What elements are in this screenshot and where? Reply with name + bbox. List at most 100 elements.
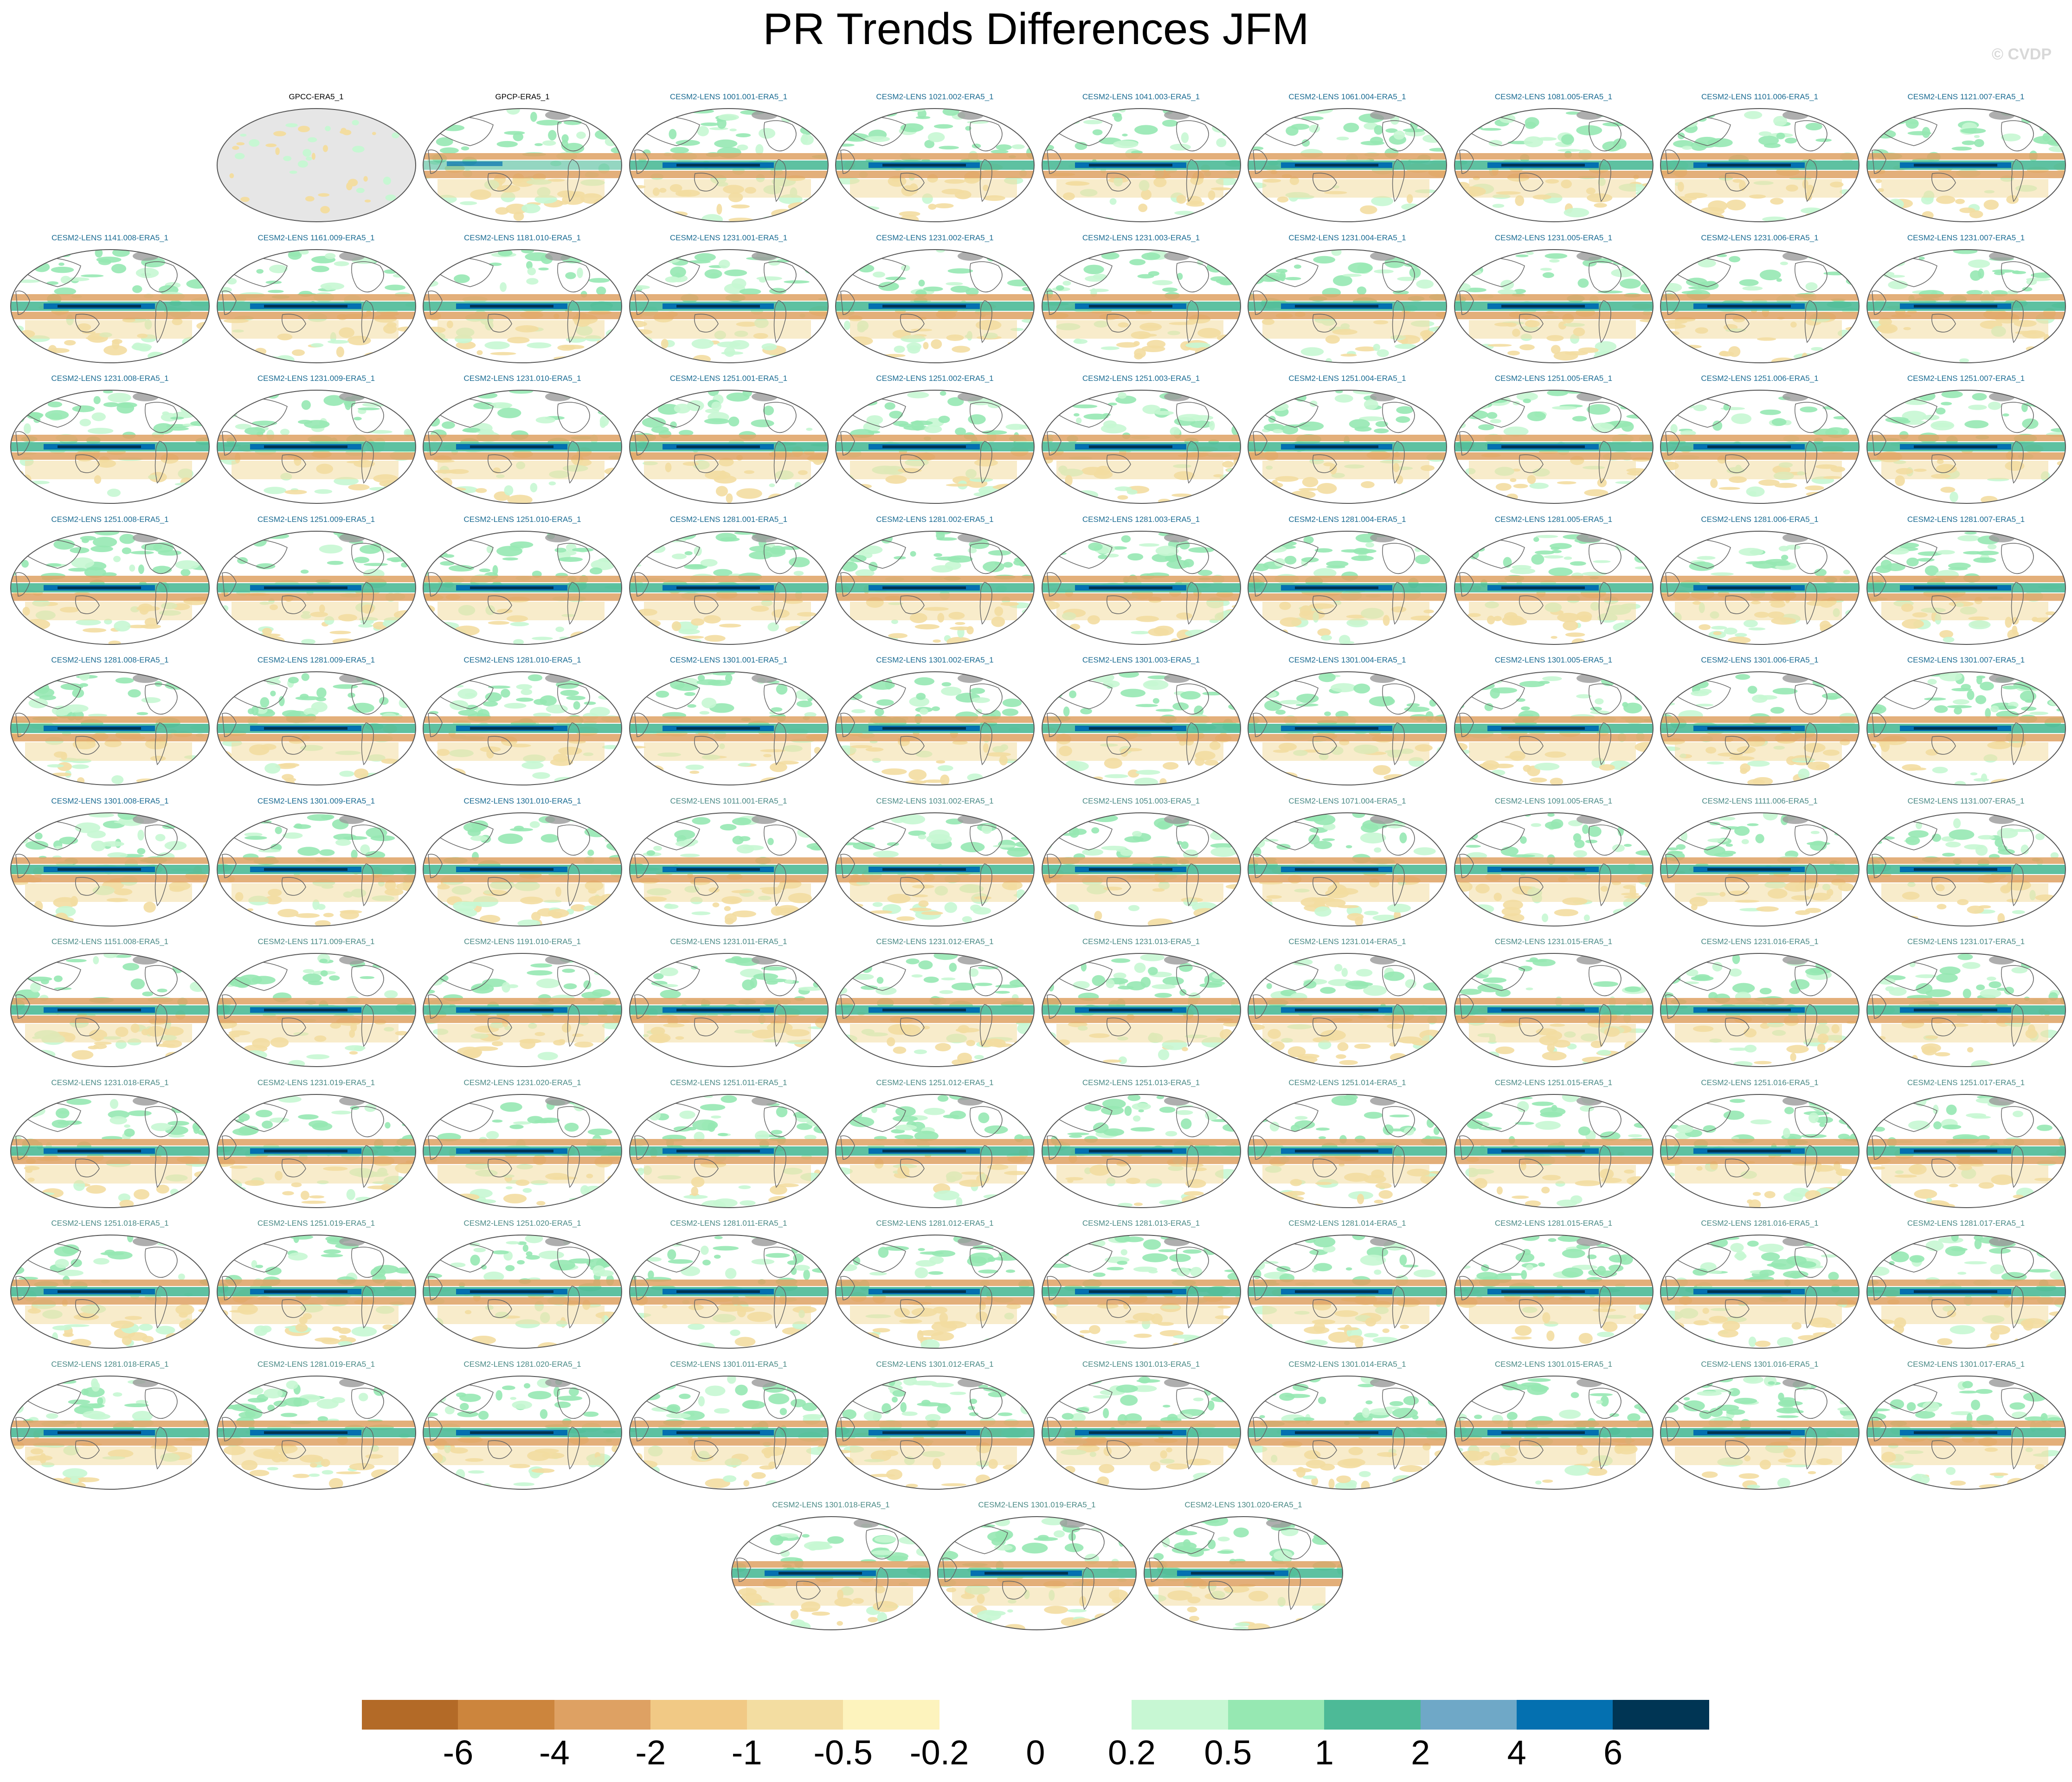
trend-patch	[1487, 343, 1512, 347]
trend-patch	[270, 690, 276, 696]
trend-patch	[1888, 776, 1909, 784]
coastline	[1382, 120, 1415, 152]
trend-patch	[498, 833, 523, 844]
trend-patch	[1747, 686, 1757, 694]
trend-patch	[323, 395, 344, 406]
panel-title: CESM2-LENS 1181.010-ERA5_1	[464, 233, 581, 242]
trend-patch	[11, 251, 22, 257]
trend-patch	[443, 109, 450, 116]
trend-patch	[1138, 203, 1147, 212]
dry-band-south	[1866, 171, 2066, 178]
coastline	[1665, 149, 1680, 174]
trend-patch	[103, 402, 119, 407]
trend-patch	[1195, 347, 1210, 357]
pacific-wet-core-max	[1088, 586, 1172, 589]
trend-patch	[403, 824, 415, 836]
trend-patch	[492, 565, 498, 575]
land-cell	[317, 193, 329, 197]
trend-patch	[720, 823, 737, 830]
trend-patch	[1272, 480, 1278, 484]
dry-band-south	[836, 593, 1034, 601]
trend-patch	[946, 483, 972, 487]
trend-patch	[1256, 112, 1275, 119]
trend-patch	[1885, 547, 1909, 554]
trend-patch	[1626, 534, 1648, 543]
trend-patch	[554, 777, 578, 784]
trend-patch	[335, 839, 351, 846]
global-map	[1454, 108, 1654, 222]
trend-patch	[71, 764, 89, 769]
trend-patch	[1811, 347, 1823, 351]
south-dry-area	[1675, 883, 1842, 902]
map-panel: CESM2-LENS 1101.006-ERA5_1	[1656, 90, 1863, 229]
trend-patch	[396, 348, 416, 354]
trend-patch	[1758, 135, 1779, 146]
trend-patch	[1587, 825, 1602, 837]
trend-patch	[1948, 562, 1971, 569]
trend-patch	[1697, 555, 1716, 560]
trend-patch	[1676, 844, 1686, 850]
trend-patch	[1624, 203, 1647, 214]
coastline	[2001, 261, 2034, 292]
trend-patch	[1404, 109, 1418, 118]
trend-patch	[2020, 691, 2036, 702]
trend-patch	[1212, 827, 1224, 836]
map-panel: CESM2-LENS 1251.007-ERA5_1	[1863, 372, 2070, 511]
trend-patch	[1875, 120, 1889, 128]
trend-patch	[1514, 195, 1524, 206]
dry-band-north	[836, 153, 1034, 160]
trend-patch	[1414, 819, 1436, 825]
global-map	[1660, 530, 1860, 645]
south-dry-area	[1675, 461, 1842, 479]
trend-patch	[1699, 688, 1712, 694]
trend-patch	[1935, 407, 1945, 415]
global-map	[1660, 812, 1860, 926]
panel-title: GPCC-ERA5_1	[289, 92, 344, 101]
trend-patch	[1454, 341, 1470, 346]
trend-patch	[554, 547, 567, 553]
south-dry-area	[1262, 883, 1429, 902]
map-border	[423, 249, 622, 363]
trend-patch	[732, 817, 752, 825]
trend-patch	[227, 403, 243, 409]
trend-patch	[697, 675, 705, 682]
trend-patch	[1017, 401, 1027, 408]
trend-patch	[1377, 349, 1389, 357]
trend-patch	[406, 915, 416, 921]
south-dry-area	[850, 461, 1017, 479]
trend-patch	[1966, 289, 1983, 295]
trend-patch	[1102, 680, 1120, 688]
trend-patch	[1739, 279, 1759, 286]
trend-patch	[1875, 179, 1882, 183]
trend-patch	[875, 708, 884, 716]
trend-patch	[805, 427, 812, 431]
trend-patch	[1371, 196, 1394, 206]
land-cell	[283, 156, 291, 161]
panel-title: CESM2-LENS 1281.009-ERA5_1	[257, 656, 375, 664]
global-map	[10, 671, 210, 785]
trend-patch	[1146, 340, 1165, 348]
map-border	[629, 390, 829, 504]
coastline	[1046, 149, 1062, 174]
trend-patch	[141, 543, 162, 551]
trend-patch	[645, 486, 665, 497]
coastline	[763, 402, 797, 433]
trend-patch	[1044, 551, 1067, 555]
trend-patch	[813, 624, 828, 629]
trend-patch	[244, 836, 267, 840]
trend-patch	[1162, 120, 1178, 127]
south-dry-area	[231, 601, 399, 620]
trend-patch	[920, 708, 928, 715]
trend-patch	[1322, 838, 1335, 841]
trend-patch	[15, 279, 40, 283]
trend-patch	[1065, 256, 1081, 259]
trend-patch	[1068, 690, 1076, 699]
trend-patch	[1543, 555, 1564, 559]
global-map	[1041, 671, 1241, 785]
trend-patch	[716, 341, 740, 347]
trend-patch	[2029, 711, 2048, 715]
trend-patch	[256, 563, 276, 569]
trend-patch	[476, 350, 483, 355]
coastline	[15, 431, 30, 456]
land-cell	[347, 179, 358, 187]
